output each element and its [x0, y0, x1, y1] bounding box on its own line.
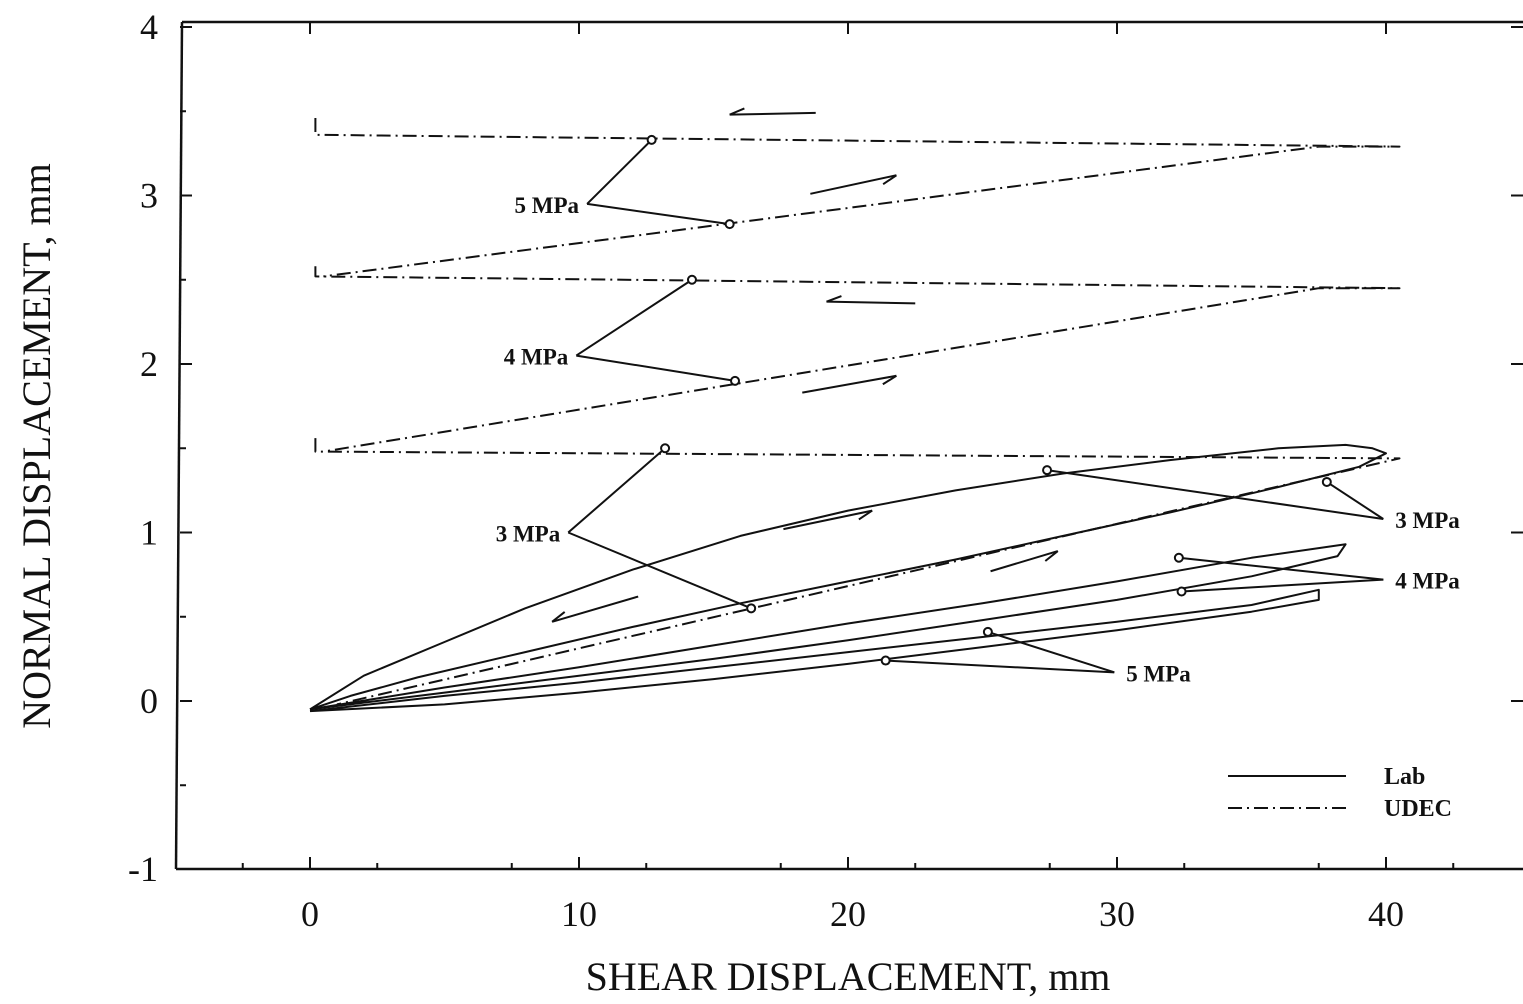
- annotation-layer: 5 MPa 4 MPa 3 MPa 3 MPa 4 MPa 5 MPa: [496, 134, 1460, 686]
- ticks-layer: 0 10 20 30 40 -1 0 1 2 3 4: [128, 7, 1523, 934]
- annotation-leader-line: [1326, 481, 1384, 520]
- annotation-label: 5 MPa: [515, 193, 580, 218]
- annotation-label: 4 MPa: [1395, 569, 1460, 594]
- direction-arrow-head: [858, 509, 873, 521]
- direction-arrow-head: [826, 295, 842, 303]
- direction-arrow-shaft: [729, 111, 816, 116]
- legend: Lab UDEC: [1228, 764, 1452, 822]
- annotation-marker: [686, 274, 697, 285]
- direction-arrow-head: [882, 374, 897, 386]
- annotation-label: 3 MPa: [496, 522, 561, 547]
- direction-arrow-head: [1044, 550, 1059, 562]
- direction-arrow: [826, 295, 916, 305]
- annotation-marker: [982, 626, 993, 637]
- annotation-leader-line: [1046, 469, 1384, 521]
- annotation-label: 3 MPa: [1395, 508, 1460, 533]
- direction-arrow: [551, 595, 639, 623]
- annotation-marker: [1176, 586, 1187, 597]
- annotation-leader-line: [987, 630, 1115, 674]
- annotation-leader-line: [586, 139, 653, 205]
- annotation-marker: [646, 134, 657, 145]
- annotation-marker: [1321, 476, 1332, 487]
- direction-arrow: [802, 374, 897, 394]
- direction-arrow: [810, 174, 897, 195]
- direction-arrow-head: [551, 611, 566, 623]
- udec-series-3-mpa: [314, 438, 1401, 706]
- direction-arrow: [729, 107, 816, 116]
- lab-series-3-mpa: [309, 443, 1387, 711]
- annotation-leader-line: [567, 447, 666, 534]
- direction-arrow-layer: [551, 107, 1059, 623]
- direction-arrow-shaft: [810, 174, 897, 195]
- annotation-leader-line: [586, 202, 730, 226]
- annotation-leader-line: [575, 278, 693, 357]
- y-tick-label: -1: [128, 849, 158, 889]
- direction-arrow: [990, 550, 1059, 573]
- lab-series-4-mpa: [309, 543, 1347, 711]
- annotation-marker: [1173, 552, 1184, 563]
- direction-arrow-shaft: [551, 595, 639, 623]
- x-axis-title: SHEAR DISPLACEMENT, mm: [586, 954, 1111, 999]
- y-axis-title: NORMAL DISPLACEMENT, mm: [14, 163, 59, 729]
- annotation-marker: [880, 655, 891, 666]
- direction-arrow-head: [729, 107, 745, 116]
- annotation-marker: [746, 603, 757, 614]
- udec-series-5-mpa: [314, 118, 1401, 278]
- x-tick-label: 20: [830, 894, 866, 934]
- y-tick-label: 2: [140, 344, 158, 384]
- legend-label-lab: Lab: [1384, 764, 1425, 790]
- udec-series-4-mpa: [314, 266, 1401, 453]
- plot-frame-left: [174, 21, 184, 870]
- annotation-leader-line: [576, 354, 736, 382]
- legend-label-udec: UDEC: [1384, 796, 1452, 822]
- annotation-leader-line: [1178, 556, 1384, 581]
- direction-arrow: [783, 509, 873, 531]
- direction-arrow-shaft: [783, 509, 873, 531]
- direction-arrow-shaft: [990, 550, 1059, 573]
- x-tick-label: 40: [1368, 894, 1404, 934]
- x-tick-label: 0: [301, 894, 319, 934]
- direction-arrow-shaft: [826, 300, 916, 305]
- direction-arrow-head: [882, 174, 897, 186]
- annotation-leader-line: [885, 659, 1115, 674]
- annotation-leader-line: [567, 531, 752, 610]
- series-layer: [309, 118, 1401, 713]
- annotation-marker: [724, 219, 735, 230]
- x-tick-label: 10: [561, 894, 597, 934]
- y-tick-label: 3: [140, 176, 158, 216]
- annotation-marker: [660, 443, 671, 454]
- plot-frame: [174, 20, 1523, 871]
- annotation-leader-line: [1181, 578, 1384, 593]
- y-tick-label: 1: [140, 513, 158, 553]
- x-tick-label: 30: [1099, 894, 1135, 934]
- lab-series-5-mpa: [309, 588, 1320, 713]
- direction-arrow-shaft: [802, 374, 897, 394]
- annotation-label: 5 MPa: [1126, 661, 1191, 686]
- annotation-marker: [730, 375, 741, 386]
- annotation-label: 4 MPa: [504, 345, 569, 370]
- annotation-marker: [1042, 465, 1053, 476]
- y-tick-label: 4: [140, 7, 158, 47]
- y-tick-label: 0: [140, 681, 158, 721]
